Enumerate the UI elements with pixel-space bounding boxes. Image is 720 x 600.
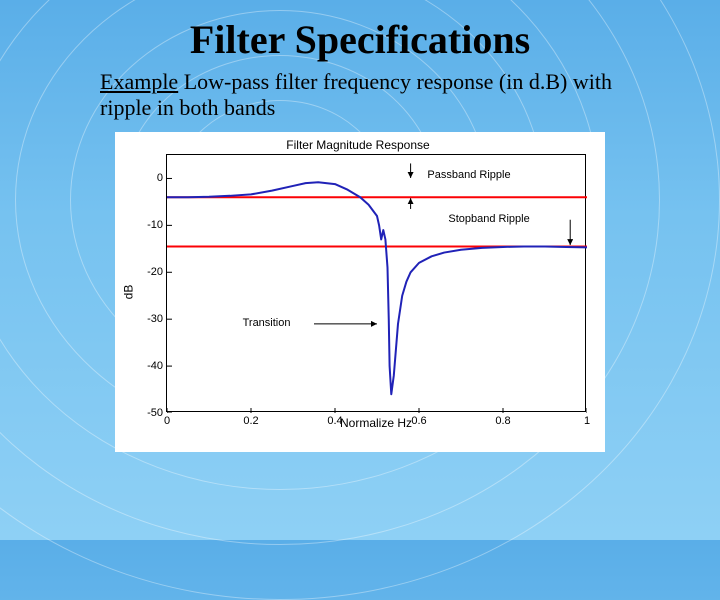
- chart-title: Filter Magnitude Response: [121, 138, 595, 152]
- passband-ripple-label: Passband Ripple: [427, 169, 510, 181]
- transition-label: Transition: [243, 317, 291, 329]
- y-tick-label: -30: [147, 313, 163, 325]
- y-tick-label: -50: [147, 407, 163, 419]
- description-lead: Example: [100, 69, 178, 94]
- x-tick-label: 0.6: [411, 415, 426, 427]
- x-tick-label: 0.8: [495, 415, 510, 427]
- y-tick-label: -10: [147, 219, 163, 231]
- x-tick-label: 0: [164, 415, 170, 427]
- stopband-ripple-label: Stopband Ripple: [448, 213, 529, 225]
- plot-area: 0-10-20-30-40-5000.20.40.60.81Passband R…: [166, 154, 586, 412]
- plot-svg: [167, 155, 587, 413]
- x-tick-label: 0.2: [243, 415, 258, 427]
- y-tick-label: -20: [147, 266, 163, 278]
- x-axis-label: Normalize Hz: [166, 416, 586, 430]
- page-title: Filter Specifications: [40, 16, 680, 63]
- slide: Filter Specifications Example Low-pass f…: [0, 0, 720, 540]
- x-tick-label: 0.4: [327, 415, 342, 427]
- y-tick-label: 0: [157, 172, 163, 184]
- description-text: Example Low-pass filter frequency respon…: [100, 69, 660, 122]
- y-tick-label: -40: [147, 360, 163, 372]
- y-axis-label: dB: [121, 284, 135, 299]
- filter-response-chart: Filter Magnitude Response dB 0-10-20-30-…: [115, 132, 605, 452]
- x-tick-label: 1: [584, 415, 590, 427]
